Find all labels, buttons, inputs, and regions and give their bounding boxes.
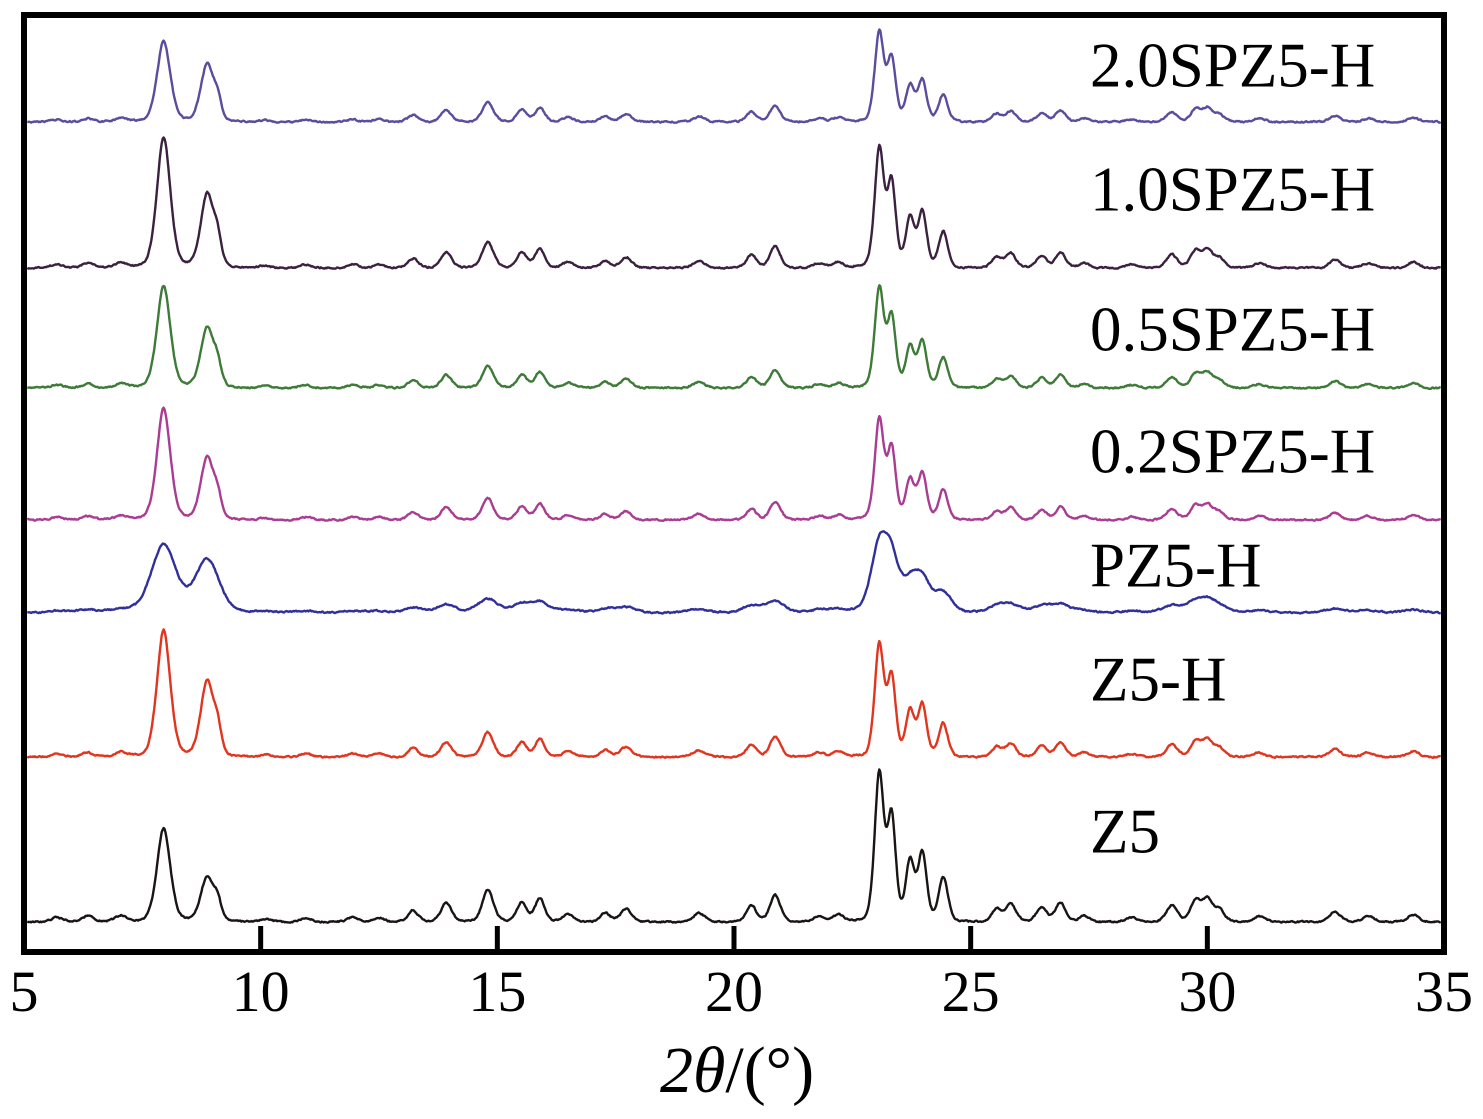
- xrd-trace-PZ5-H: [27, 530, 1442, 615]
- series-label: Z5-H: [1090, 644, 1227, 715]
- x-tick-label: 15: [468, 959, 527, 1024]
- series-label: 2.0SPZ5-H: [1090, 30, 1376, 101]
- xrd-traces: [26, 28, 1442, 924]
- axis-title-symbol: 2θ: [659, 1034, 726, 1107]
- xrd-trace-1.0SPZ5-H: [26, 136, 1441, 270]
- series-label: 0.2SPZ5-H: [1090, 416, 1376, 487]
- x-axis-ticks: [258, 926, 1210, 950]
- series-label: 0.5SPZ5-H: [1090, 294, 1376, 365]
- x-tick-label: 10: [231, 959, 290, 1024]
- xrd-trace-0.5SPZ5-H: [27, 284, 1441, 390]
- plot-frame: [21, 12, 1447, 955]
- xrd-trace-Z5: [26, 768, 1442, 924]
- x-tick-label: 35: [1415, 959, 1473, 1024]
- x-tick-label: 25: [941, 959, 1000, 1024]
- x-tick-label: 30: [1178, 959, 1237, 1024]
- x-axis-title: 2θ/(°): [660, 1038, 814, 1104]
- series-label: 1.0SPZ5-H: [1090, 154, 1376, 225]
- series-label: PZ5-H: [1090, 530, 1262, 601]
- xrd-trace-2.0SPZ5-H: [27, 28, 1442, 124]
- x-tick-label: 20: [705, 959, 763, 1024]
- xrd-trace-Z5-H: [26, 628, 1442, 760]
- x-tick-label: 5: [9, 959, 39, 1024]
- xrd-trace-0.2SPZ5-H: [26, 406, 1441, 522]
- series-label: Z5: [1090, 796, 1160, 867]
- axis-title-unit: /(°): [725, 1034, 815, 1107]
